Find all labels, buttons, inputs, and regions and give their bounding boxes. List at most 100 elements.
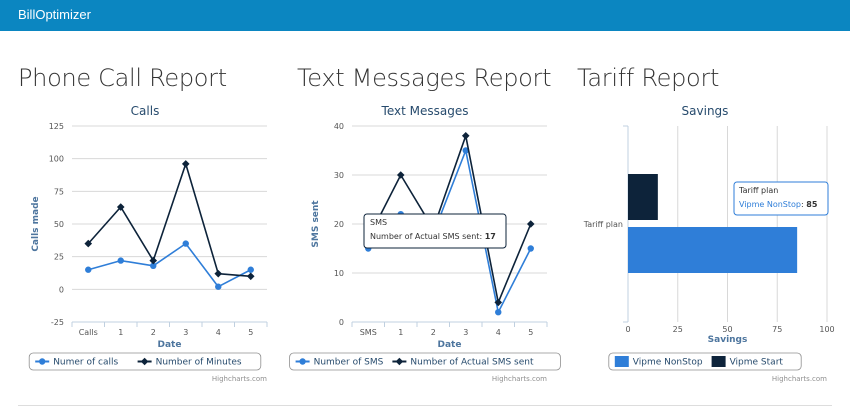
legend-label: Numer of calls bbox=[53, 358, 118, 368]
data-point[interactable] bbox=[182, 240, 189, 247]
data-point[interactable] bbox=[85, 266, 92, 273]
legend-label: Vipme Start bbox=[730, 358, 784, 368]
highcharts-credit[interactable]: Highcharts.com bbox=[772, 375, 827, 383]
chart-title: Calls bbox=[131, 104, 160, 118]
legend-label: Number of Actual SMS sent bbox=[410, 358, 534, 368]
legend-box bbox=[289, 352, 561, 371]
x-tick-label: 75 bbox=[772, 325, 782, 334]
y-tick-label: 20 bbox=[334, 220, 344, 229]
y-axis-title: Calls made bbox=[31, 196, 41, 251]
data-point[interactable] bbox=[150, 262, 157, 270]
y-tick-label: 10 bbox=[334, 269, 344, 278]
text-messages-report-title: Text Messages Report bbox=[297, 64, 552, 92]
brand-logo[interactable]: BillOptimizer bbox=[18, 7, 91, 22]
series-numer-of-calls bbox=[85, 240, 254, 290]
gridlines bbox=[72, 125, 267, 323]
tooltip-series: Number of Actual SMS sent bbox=[370, 232, 479, 241]
chart-legend: Number of SMS Number of Actual SMS sent bbox=[289, 352, 561, 371]
series-line bbox=[88, 242, 252, 288]
x-tick-label: 3 bbox=[463, 328, 468, 337]
chart-title: Savings bbox=[682, 104, 729, 118]
chart-legend: Numer of calls Number of Minutes bbox=[28, 352, 262, 371]
data-point[interactable] bbox=[215, 283, 222, 290]
footer-divider bbox=[18, 405, 832, 406]
legend-box bbox=[608, 352, 802, 371]
tooltip-value: 85 bbox=[806, 200, 818, 209]
tariff-report-title: Tariff Report bbox=[577, 64, 720, 92]
legend-item-number-of-actual-sms-sent[interactable]: Number of Actual SMS sent bbox=[392, 358, 534, 368]
data-point[interactable] bbox=[527, 245, 534, 252]
highcharts-credit[interactable]: Highcharts.com bbox=[212, 375, 267, 383]
tooltip-box bbox=[363, 213, 507, 249]
data-point[interactable] bbox=[526, 220, 535, 228]
series-line bbox=[87, 163, 251, 278]
legend-item-vipme-nonstop[interactable]: Vipme NonStop bbox=[614, 356, 703, 368]
y-tick-label: 0 bbox=[59, 285, 64, 294]
tooltip-box bbox=[733, 181, 829, 216]
legend-label: Number of Minutes bbox=[156, 358, 242, 368]
tooltip-header: Tariff plan bbox=[738, 186, 778, 195]
legend-label: Number of SMS bbox=[314, 358, 384, 368]
legend-item-number-of-sms[interactable]: Number of SMS bbox=[295, 358, 384, 368]
legend-symbol-marker[interactable] bbox=[140, 357, 149, 366]
x-axis-title: Date bbox=[438, 340, 462, 350]
legend-symbol-marker[interactable] bbox=[299, 358, 306, 365]
data-point[interactable] bbox=[117, 257, 124, 264]
y-tick-label: 50 bbox=[54, 220, 64, 229]
data-point[interactable] bbox=[396, 171, 405, 179]
tooltip: SMS Number of Actual SMS sent: 17 bbox=[363, 213, 507, 249]
x-tick-label: 100 bbox=[819, 325, 834, 334]
data-point[interactable] bbox=[246, 272, 255, 281]
y-axis-title: SMS sent bbox=[311, 200, 321, 248]
tooltip-value: 17 bbox=[485, 232, 496, 241]
tooltip-colon: : bbox=[479, 232, 484, 241]
data-point[interactable] bbox=[495, 309, 502, 316]
legend-item-numer-of-calls[interactable]: Numer of calls bbox=[35, 358, 119, 368]
tooltip-colon: : bbox=[801, 200, 806, 209]
legend-item-number-of-minutes[interactable]: Number of Minutes bbox=[137, 357, 242, 368]
highcharts-credit[interactable]: Highcharts.com bbox=[492, 375, 547, 383]
x-tick-label: 2 bbox=[151, 328, 156, 337]
phone-call-report-title: Phone Call Report bbox=[18, 64, 227, 92]
y-tick-label: 0 bbox=[339, 318, 344, 327]
x-tick-label: 4 bbox=[496, 328, 501, 337]
y-tick-label: 100 bbox=[49, 155, 64, 164]
x-tick-label: 1 bbox=[118, 328, 123, 337]
x-tick-label: 50 bbox=[722, 325, 732, 334]
y-tick-label: -25 bbox=[51, 318, 64, 327]
data-point[interactable] bbox=[181, 160, 190, 168]
legend-symbol-marker[interactable] bbox=[39, 358, 46, 365]
series-number-of-minutes bbox=[84, 160, 255, 281]
data-point[interactable] bbox=[247, 266, 254, 273]
category-label: Tariff plan bbox=[583, 220, 623, 229]
x-tick-label: 25 bbox=[673, 325, 683, 334]
x-tick-label: 0 bbox=[625, 325, 630, 334]
legend-item-vipme-start[interactable]: Vipme Start bbox=[711, 356, 784, 368]
data-point[interactable] bbox=[214, 269, 223, 278]
tooltip-line: Number of Actual SMS sent: 17 bbox=[370, 232, 496, 241]
savings-chart: Savings 0 25 50 75 100 Tariff plan Savings Tarif… bbox=[583, 104, 835, 383]
data-point[interactable] bbox=[116, 203, 125, 211]
navbar: BillOptimizer bbox=[0, 0, 850, 31]
data-point[interactable] bbox=[494, 298, 503, 307]
legend-symbol-marker[interactable] bbox=[395, 357, 404, 366]
x-tick-label: 4 bbox=[216, 328, 221, 337]
x-tick-label: Calls bbox=[79, 328, 98, 337]
x-tick-label: 5 bbox=[528, 328, 533, 337]
x-tick-label: 1 bbox=[398, 328, 403, 337]
tooltip: Tariff plan Vipme NonStop: 85 bbox=[733, 181, 829, 216]
tooltip-series: Vipme NonStop bbox=[739, 200, 801, 209]
x-axis-title: Date bbox=[158, 340, 182, 350]
data-point[interactable] bbox=[461, 132, 470, 140]
text-messages-chart: Text Messages 0 10 20 30 40 SMS 1 2 3 4 5 Date SMS se… bbox=[289, 104, 561, 383]
data-point[interactable] bbox=[84, 239, 93, 248]
y-tick-label: 75 bbox=[54, 187, 64, 196]
data-point[interactable] bbox=[462, 147, 469, 154]
bar-vipme-nonstop[interactable] bbox=[628, 227, 798, 273]
tooltip-line: Vipme NonStop: 85 bbox=[739, 200, 818, 209]
y-tick-label: 40 bbox=[334, 122, 344, 131]
data-point[interactable] bbox=[149, 256, 158, 265]
bar-vipme-start[interactable] bbox=[628, 174, 658, 220]
y-tick-label: 25 bbox=[54, 253, 64, 262]
y-tick-label: 125 bbox=[49, 122, 64, 131]
